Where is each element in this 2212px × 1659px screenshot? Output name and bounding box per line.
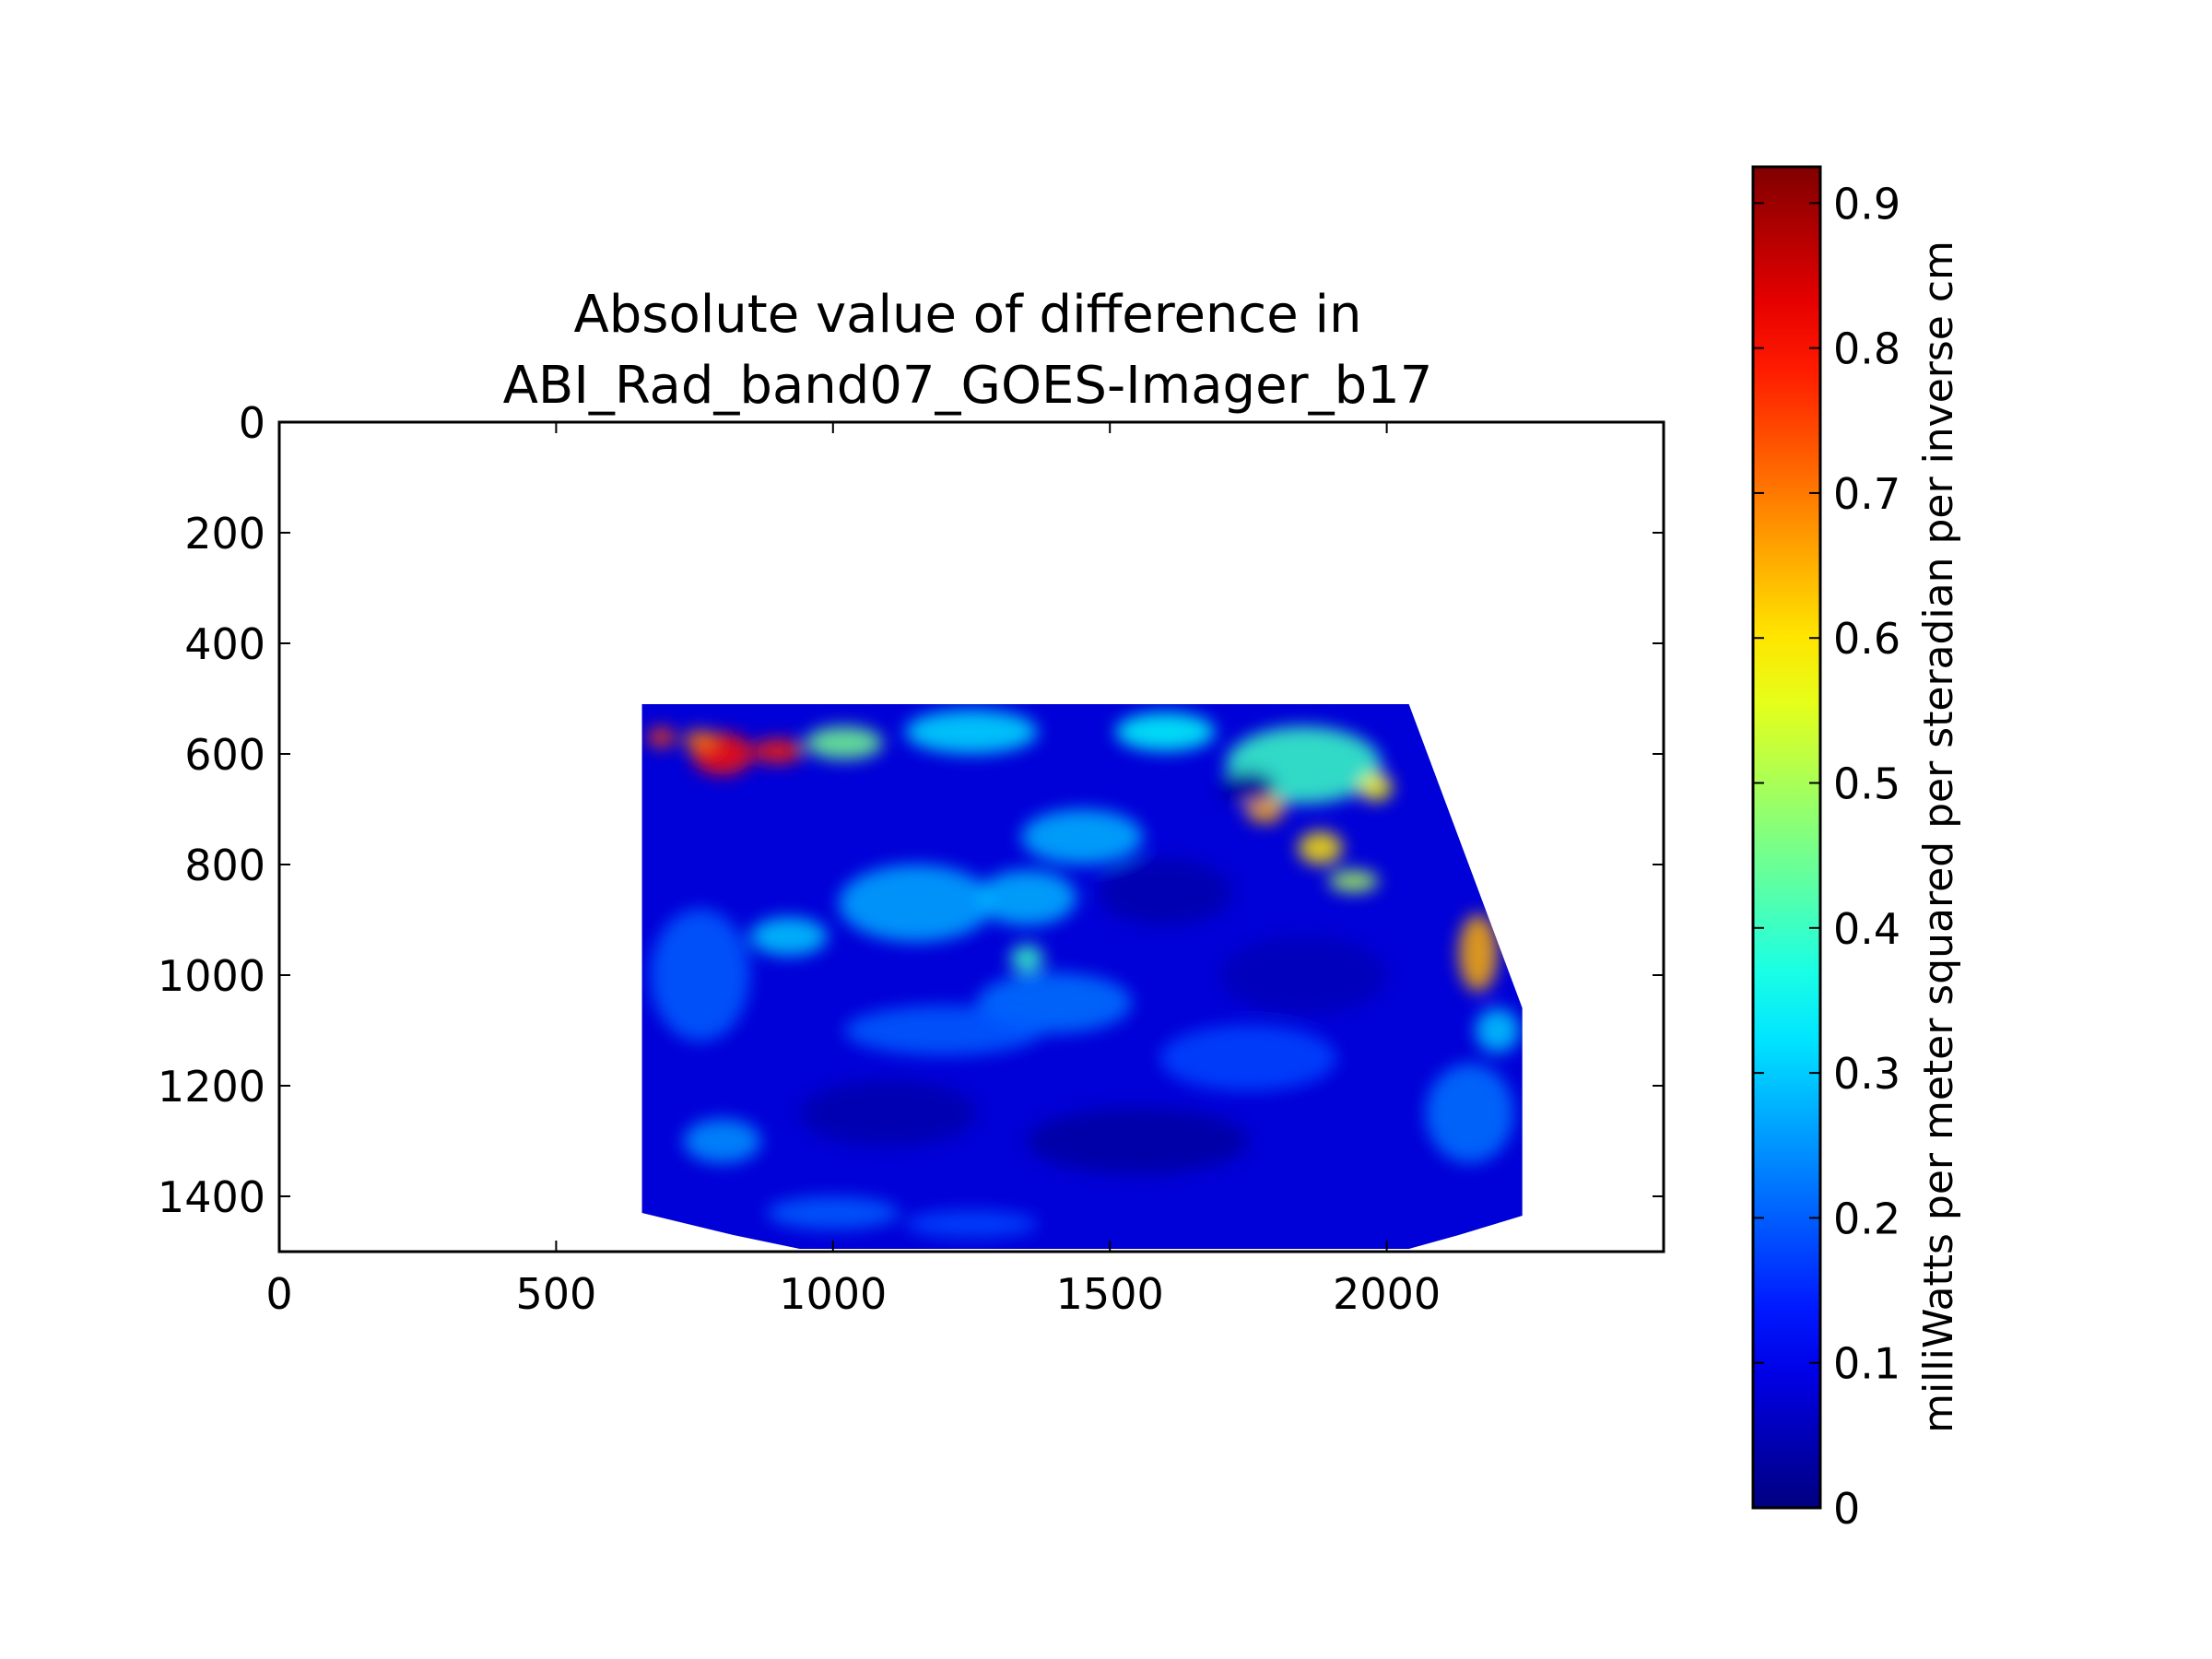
colorbar-tick-label: 0.6 — [1833, 614, 1900, 664]
heatmap-feature-14 — [838, 865, 994, 942]
heatmap-feature-1 — [752, 738, 803, 764]
heatmap-image — [641, 704, 1523, 1249]
heatmap-feature-2 — [683, 730, 717, 750]
colorbar-tick-label: 0.1 — [1833, 1339, 1900, 1389]
heatmap-feature-19 — [843, 1006, 1044, 1055]
colorbar-label: milliWatts per meter squared per steradi… — [1915, 241, 1962, 1433]
y-axis: 0 200 400 600 800 1000 1200 1400 — [158, 398, 1664, 1222]
heatmap-feature-3 — [647, 727, 676, 747]
x-tick-label: 1000 — [779, 1269, 887, 1319]
colorbar-gradient — [1751, 165, 1822, 1510]
y-tick-label: 800 — [184, 841, 265, 890]
colorbar-tick-label: 0 — [1833, 1484, 1860, 1534]
heatmap-feature-16 — [749, 917, 828, 956]
y-tick-label: 0 — [239, 398, 265, 448]
heatmap-feature-17 — [1010, 945, 1044, 972]
y-tick-label: 400 — [184, 619, 265, 669]
heatmap-feature-29 — [1099, 859, 1232, 925]
x-axis: 0 500 1000 1500 2000 — [265, 422, 1441, 1319]
heatmap-feature-30 — [1220, 936, 1387, 1014]
heatmap-feature-22 — [1425, 1064, 1514, 1163]
y-tick-label: 1200 — [158, 1062, 265, 1112]
x-tick-label: 2000 — [1333, 1269, 1441, 1319]
colorbar-tick-label: 0.9 — [1833, 179, 1900, 229]
heatmap-feature-12 — [1458, 914, 1498, 992]
heatmap-feature-6 — [1115, 712, 1216, 751]
heatmap-feature-13 — [1021, 809, 1144, 865]
heatmap-feature-24 — [683, 1119, 761, 1163]
heatmap-feature-31 — [1220, 771, 1277, 804]
y-tick-label: 1000 — [158, 951, 265, 1001]
colorbar-tick-label: 0.7 — [1833, 469, 1900, 519]
heatmap-feature-15 — [977, 870, 1077, 925]
x-tick-label: 1500 — [1056, 1269, 1164, 1319]
chart-title-line-2: ABI_Rad_band07_GOES-Imager_b17 — [503, 356, 1433, 416]
colorbar-tick-label: 0.3 — [1833, 1049, 1900, 1099]
heatmap-feature-10 — [1359, 773, 1393, 801]
colorbar-tick-label: 0.2 — [1833, 1194, 1900, 1243]
y-tick-label: 200 — [184, 509, 265, 559]
colorbar-tick-label: 0.8 — [1833, 324, 1900, 374]
plot-area: 0 500 1000 1500 2000 0 200 400 600 800 1000 1200 14… — [158, 398, 1665, 1319]
colorbar-tick-label: 0.4 — [1833, 904, 1900, 954]
heatmap-feature-26 — [904, 1210, 1039, 1238]
x-tick-label: 500 — [515, 1269, 596, 1319]
heatmap-feature-23 — [1475, 1008, 1520, 1053]
x-tick-label: 0 — [265, 1269, 292, 1319]
chart-title-line-1: Absolute value of difference in — [573, 285, 1361, 345]
heatmap-feature-9 — [1298, 831, 1343, 865]
heatmap-feature-21 — [1159, 1025, 1337, 1091]
heatmap-feature-11 — [1328, 870, 1379, 892]
y-tick-label: 600 — [184, 730, 265, 780]
colorbar: 0 0.1 0.2 0.3 0.4 0.5 0.6 0.7 0.8 0.9 milliWatts … — [1751, 165, 1962, 1534]
colorbar-tick-label: 0.5 — [1833, 759, 1900, 809]
heatmap-feature-27 — [1027, 1108, 1249, 1174]
heatmap-feature-28 — [799, 1080, 978, 1147]
heatmap-feature-20 — [650, 909, 750, 1041]
heatmap-feature-25 — [766, 1196, 900, 1230]
y-tick-label: 1400 — [158, 1172, 265, 1222]
plot-frame — [277, 420, 1665, 1253]
heatmap-feature-4 — [805, 726, 883, 759]
heatmap-feature-5 — [904, 710, 1039, 754]
